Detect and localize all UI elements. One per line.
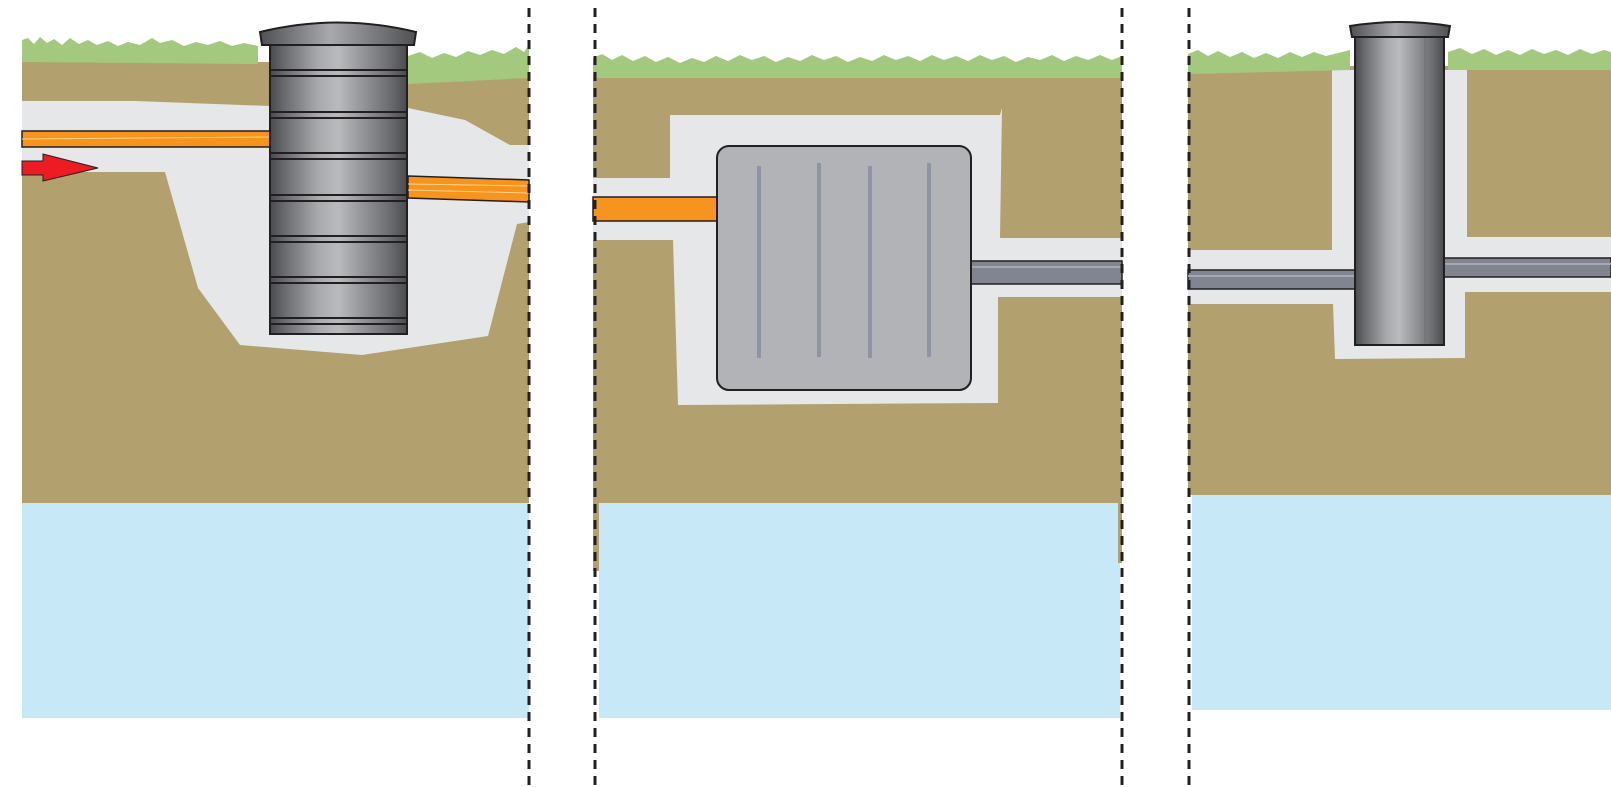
inlet-pipe bbox=[592, 196, 719, 222]
tank-panel bbox=[592, 54, 1123, 718]
outlet-pipe bbox=[407, 175, 530, 203]
rectangular-tank-icon bbox=[716, 145, 972, 391]
riser-cap bbox=[1348, 21, 1452, 38]
groundwater-zone bbox=[599, 503, 1120, 718]
right-arrow-icon bbox=[21, 153, 99, 182]
riser-panel bbox=[1187, 21, 1611, 710]
manhole-lid bbox=[258, 21, 418, 46]
panel-dividers bbox=[527, 8, 1191, 787]
grass-strip bbox=[593, 54, 1122, 78]
outlet-pipe bbox=[1442, 257, 1611, 278]
groundwater-zone bbox=[1192, 495, 1611, 710]
manhole-panel bbox=[21, 21, 530, 718]
grass-strip bbox=[22, 37, 529, 84]
grass-strip bbox=[1188, 48, 1611, 74]
inlet-pipe bbox=[1187, 269, 1357, 290]
groundwater-zone bbox=[22, 503, 529, 718]
cylindrical-riser-icon bbox=[1348, 21, 1452, 346]
ribbed-cylindrical-manhole-icon bbox=[258, 21, 418, 335]
outlet-pipe bbox=[966, 260, 1123, 285]
